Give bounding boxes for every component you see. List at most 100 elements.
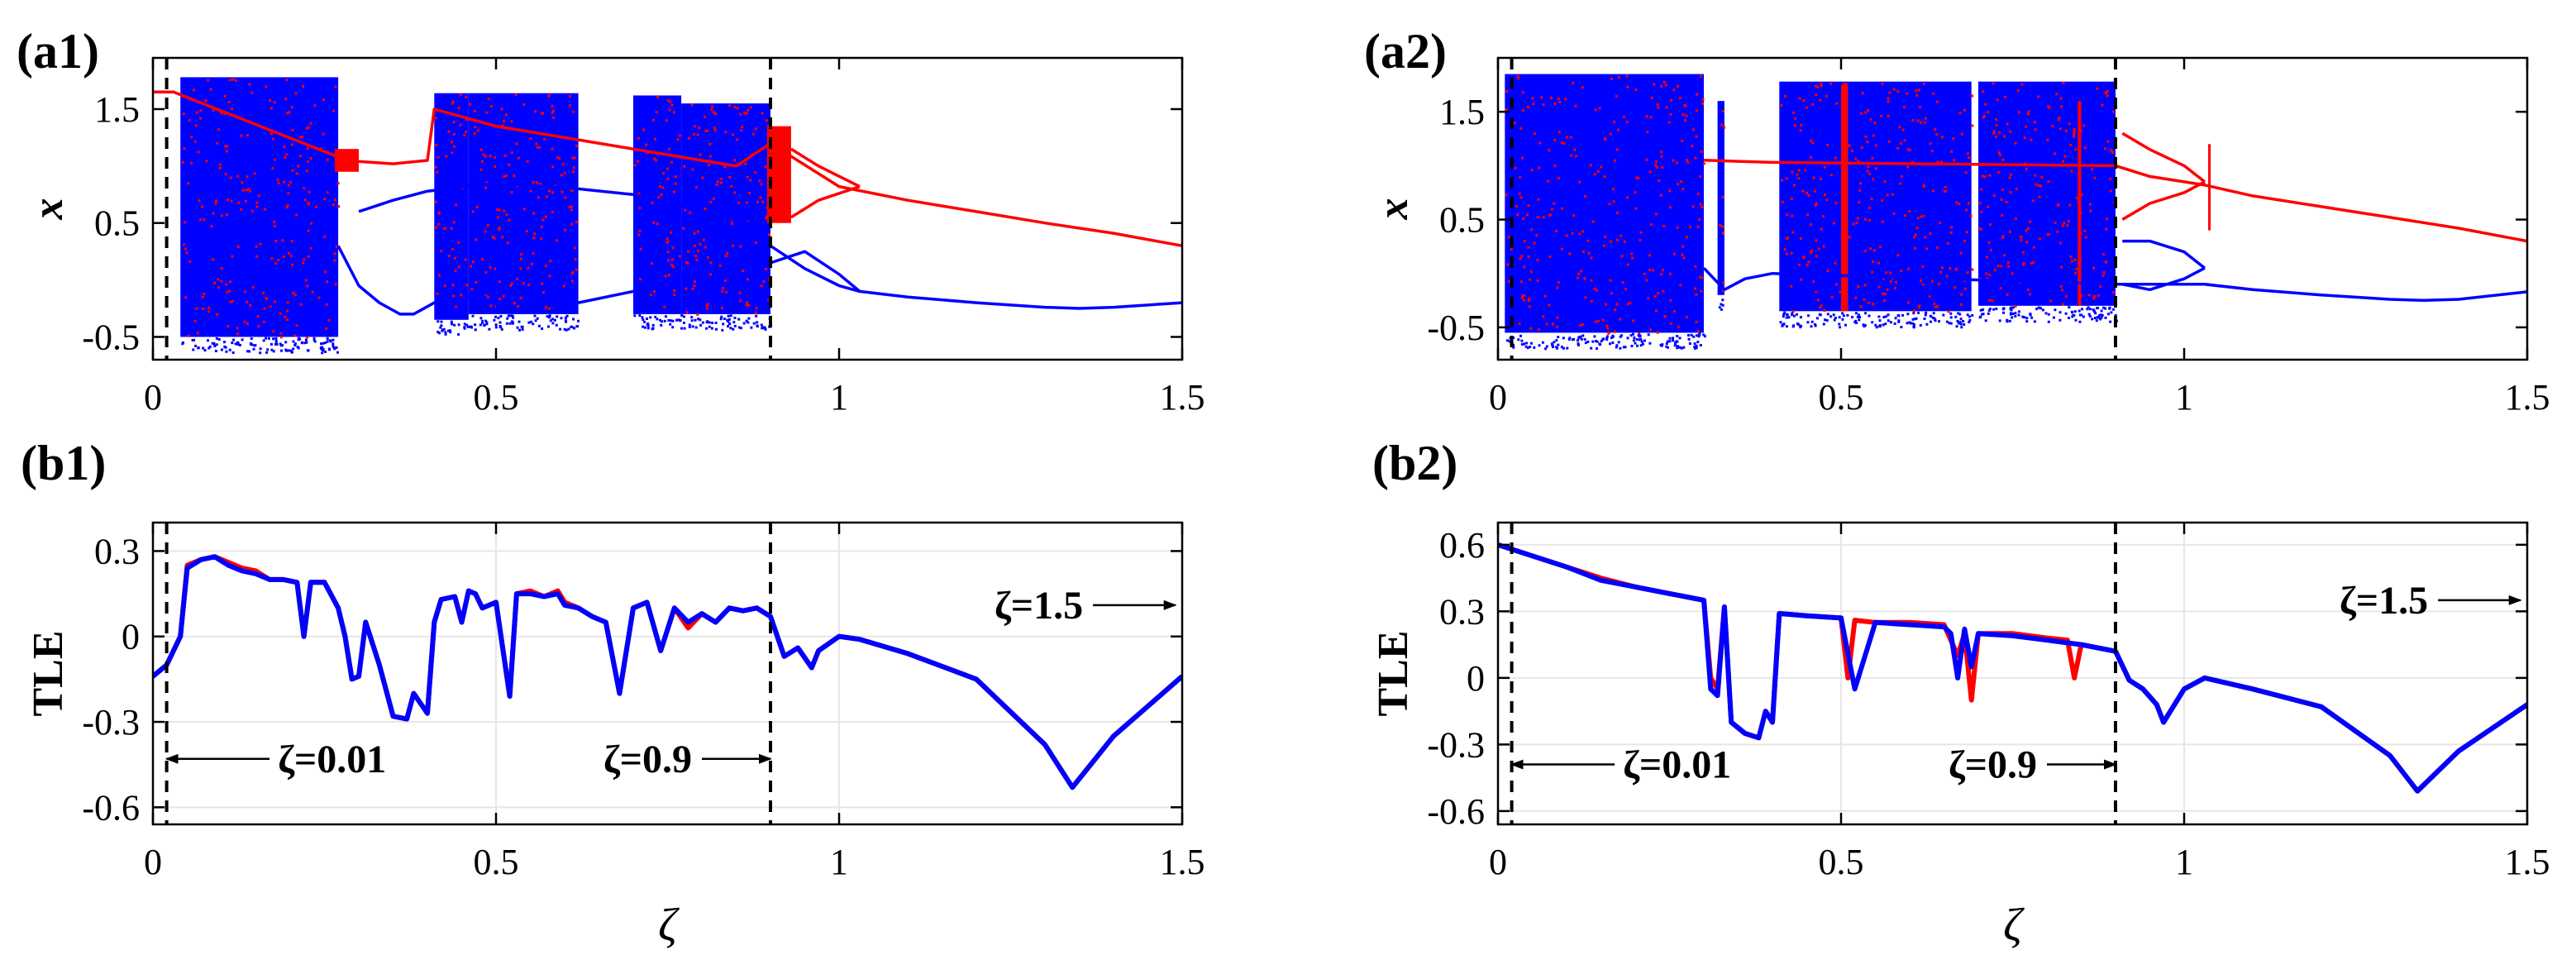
series-blue_branch_lower: [1702, 266, 2527, 303]
x-tick-label: 1.5: [1160, 377, 1205, 418]
red-band: [2077, 101, 2082, 306]
chaos-band-red-points: [1505, 74, 1705, 336]
x-tick-label: 1.5: [1160, 842, 1205, 882]
y-tick-label: -0.3: [1427, 724, 1485, 765]
axes-frame: [151, 56, 1184, 361]
y-tick-label: 0.5: [1439, 200, 1485, 241]
annotation-label: ζ=0.01: [1623, 743, 1731, 787]
series-red_branch_upper: [153, 90, 1182, 248]
plot-area: [1498, 523, 2527, 824]
y-axis-label: x: [25, 198, 72, 221]
chaos-band-edge-points: [1978, 306, 2118, 323]
x-tick-label: 1.5: [2505, 377, 2550, 418]
y-tick-label: -0.5: [82, 317, 140, 357]
y-tick-label: -0.5: [1427, 308, 1485, 348]
axes-frame: [1496, 521, 2529, 826]
annotation-label: ζ=1.5: [995, 584, 1083, 628]
chaos-band: [1779, 81, 1849, 329]
series-blue_branch_split: [2122, 239, 2206, 270]
y-axis-label: TLE: [1370, 630, 1417, 716]
data-layer: [1498, 542, 2527, 794]
chaos-band-fill: [1505, 74, 1704, 333]
x-tick-label: 0.5: [474, 377, 519, 418]
x-tick-label: 1: [830, 377, 848, 418]
annotation: ζ=0.9: [603, 738, 772, 781]
series-red_branch_split: [2121, 131, 2206, 184]
chaos-band-red-points: [1978, 82, 2117, 308]
annotation: ζ=1.5: [995, 584, 1177, 628]
x-tick-label: 0.5: [1819, 377, 1864, 418]
x-tick-label: 0.5: [474, 842, 519, 882]
panel-label: (b2): [1372, 436, 1457, 490]
series-red_branch_upper: [1703, 159, 2527, 243]
annotation-label: ζ=0.9: [1949, 743, 2037, 787]
chaos-band: [1848, 81, 1974, 329]
x-tick-label: 1: [830, 842, 848, 882]
annotation: ζ=1.5: [2340, 579, 2522, 623]
chaos-band: [434, 93, 470, 336]
panel-label: (a2): [1364, 24, 1447, 79]
data-layer: [153, 554, 1182, 790]
chaos-band-edge-points: [683, 314, 772, 332]
series-blue_branch_split: [770, 250, 861, 293]
panel-b2: ζ=0.01 ζ=0.9 ζ=1.5 0 0.5 1 1.5 -0.6 -0.3 0 0.3 0.6 T…: [1370, 436, 2550, 951]
series-blue_branch_mid: [358, 181, 771, 231]
y-tick-label: -0.6: [1427, 791, 1485, 832]
series-TLE_blue: [1498, 542, 2527, 794]
chaos-band: [633, 95, 685, 331]
series-TLE_blue: [153, 554, 1182, 790]
y-tick-label: 0: [1467, 658, 1485, 699]
chaos-band-fill: [434, 93, 469, 320]
plot-area: [153, 523, 1182, 824]
y-tick-label: -0.6: [82, 787, 140, 828]
annotation-label: ζ=1.5: [2340, 579, 2428, 623]
chaos-band-fill: [1717, 101, 1724, 295]
x-tick-label: 1: [2175, 377, 2193, 418]
chaos-band-edge-points: [436, 320, 470, 336]
red-band: [1841, 84, 1849, 312]
panel-a1: 0 0.5 1 1.5 -0.5 0.5 1.5 x (a1): [17, 24, 1205, 418]
x-tick-label: 1: [2175, 842, 2193, 882]
panel-label: (a1): [17, 24, 99, 79]
y-tick-label: 1.5: [94, 89, 140, 130]
data-layer: [153, 77, 1182, 355]
chaos-band: [496, 93, 580, 332]
y-tick-label: -0.3: [82, 702, 140, 743]
chaos-band: [468, 93, 499, 332]
x-tick-label: 0.5: [1819, 842, 1864, 882]
annotation: ζ=0.9: [1949, 743, 2117, 787]
annotation: ζ=0.01: [165, 738, 386, 781]
annotation-label: ζ=0.01: [278, 738, 386, 781]
panel-label: (b1): [21, 436, 106, 490]
chaos-band-fill: [468, 93, 496, 314]
data-layer: [1505, 74, 2527, 351]
annotation-label: ζ=0.9: [603, 738, 692, 781]
series-red_branch_split_low: [2121, 180, 2206, 222]
x-tick-label: 0: [1489, 377, 1507, 418]
y-tick-label: 0: [122, 617, 140, 657]
annotation: ζ=0.01: [1510, 743, 1731, 787]
x-axis-label: ζ: [2003, 900, 2025, 951]
chaos-band-fill: [1848, 81, 1972, 312]
x-tick-label: 0: [1489, 842, 1507, 882]
chaos-band-fill: [180, 77, 339, 337]
y-tick-label: 1.5: [1439, 92, 1485, 132]
chaos-band-fill: [496, 93, 579, 314]
chaos-band-edge-points: [1506, 332, 1706, 351]
axes-frame: [1496, 56, 2529, 361]
x-axis-label: ζ: [658, 900, 680, 951]
chaos-band: [1717, 101, 1726, 311]
chaos-band-edge-points: [497, 314, 580, 332]
series-blue_branch_split_low: [2121, 266, 2206, 292]
chaos-band: [180, 77, 341, 355]
axes-frame: [151, 521, 1184, 826]
y-tick-label: 0.3: [94, 531, 140, 571]
chaos-band-fill: [1978, 81, 2116, 306]
chaos-band: [1505, 74, 1706, 351]
panel-a2: 0 0.5 1 1.5 -0.5 0.5 1.5 x (a2): [1364, 24, 2550, 418]
y-axis-label: x: [1370, 198, 1417, 221]
chaos-band-edge-points: [470, 314, 498, 332]
x-tick-label: 0: [144, 377, 162, 418]
chaos-band: [1978, 81, 2118, 323]
